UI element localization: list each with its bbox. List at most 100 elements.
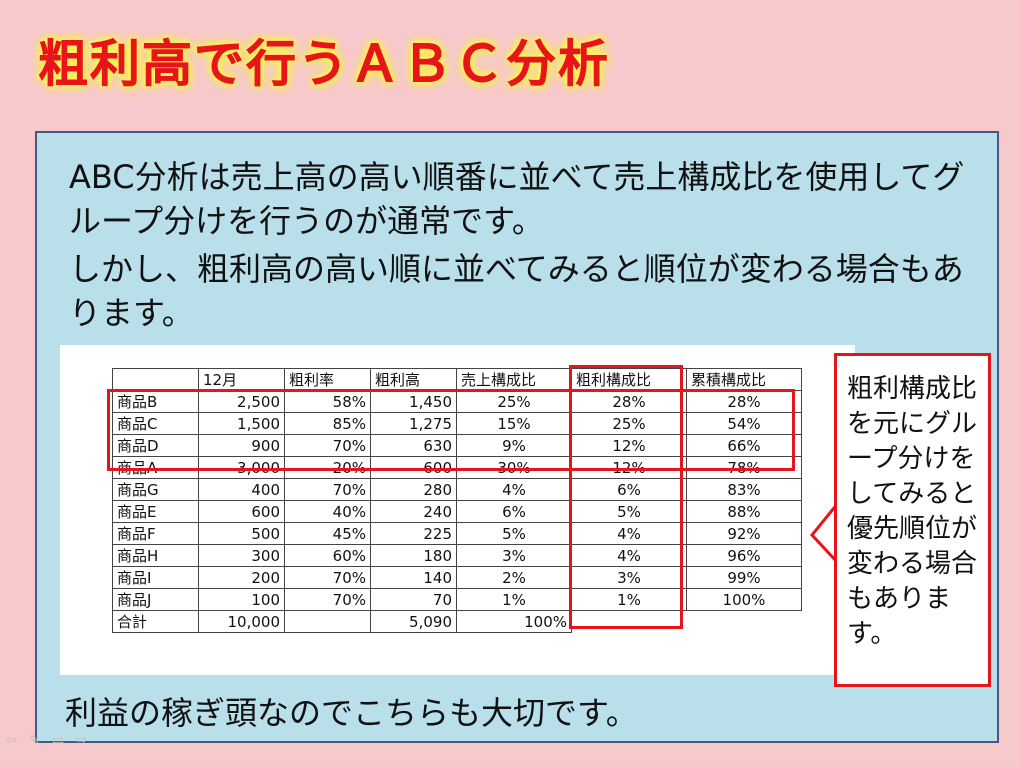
cumulative-ratio-cell: 96% — [686, 544, 802, 567]
slideshow-controls: ⇦ ✎ ▭ ⇨ — [6, 733, 87, 748]
margin-rate-cell: 85% — [284, 412, 371, 435]
product-name-cell: 商品E — [112, 500, 199, 523]
table-row: 商品G 400 70% 280 4% 6% 83% — [112, 478, 802, 501]
margin-rate-cell: 70% — [284, 588, 371, 611]
cumulative-ratio-cell: 88% — [686, 500, 802, 523]
profit-ratio-cell: 1% — [571, 588, 687, 611]
sales-ratio-cell: 3% — [456, 544, 572, 567]
sales-value-cell: 600 — [198, 500, 285, 523]
product-name-cell: 商品I — [112, 566, 199, 589]
total-row: 合計 10,000 5,090 100% — [112, 610, 802, 633]
table-row: 商品J 100 70% 70 1% 1% 100% — [112, 588, 802, 611]
margin-rate-cell: 70% — [284, 566, 371, 589]
gross-profit-cell: 630 — [370, 434, 457, 457]
content-panel: ABC分析は売上高の高い順番に並べて売上構成比を使用してグループ分けを行うのが通… — [35, 131, 999, 743]
gross-profit-cell: 180 — [370, 544, 457, 567]
product-name-cell: 商品B — [112, 390, 199, 413]
sales-value-cell: 100 — [198, 588, 285, 611]
callout-note: 粗利構成比を元にグループ分けをしてみると優先順位が変わる場合もあります。 — [834, 353, 991, 687]
margin-rate-cell: 60% — [284, 544, 371, 567]
sales-value-cell: 300 — [198, 544, 285, 567]
total-label: 合計 — [112, 610, 199, 633]
gross-profit-cell: 70 — [370, 588, 457, 611]
prev-arrow-icon[interactable]: ⇦ — [6, 733, 17, 748]
product-name-cell: 商品D — [112, 434, 199, 457]
gross-profit-cell: 1,450 — [370, 390, 457, 413]
cumulative-ratio-cell: 28% — [686, 390, 802, 413]
total-empty — [687, 611, 802, 633]
total-sales: 10,000 — [198, 610, 285, 633]
table-image: 12月 粗利率 粗利高 売上構成比 粗利構成比 累積構成比 商品B 2,500 58… — [60, 345, 855, 675]
cumulative-ratio-cell: 99% — [686, 566, 802, 589]
product-name-cell: 商品F — [112, 522, 199, 545]
cumulative-ratio-cell: 92% — [686, 522, 802, 545]
sales-value-cell: 1,500 — [198, 412, 285, 435]
product-name-cell: 商品C — [112, 412, 199, 435]
sales-ratio-cell: 2% — [456, 566, 572, 589]
sales-ratio-cell: 5% — [456, 522, 572, 545]
total-sales-ratio: 100% — [456, 610, 572, 633]
gross-profit-cell: 600 — [370, 456, 457, 479]
profit-ratio-cell: 4% — [571, 544, 687, 567]
cumulative-ratio-cell: 54% — [686, 412, 802, 435]
pen-icon[interactable]: ✎ — [28, 733, 40, 748]
gross-profit-cell: 1,275 — [370, 412, 457, 435]
profit-ratio-cell: 3% — [571, 566, 687, 589]
header-cell-margin-rate: 粗利率 — [284, 368, 371, 391]
cumulative-ratio-cell: 78% — [686, 456, 802, 479]
sales-value-cell: 900 — [198, 434, 285, 457]
menu-icon[interactable]: ▭ — [51, 733, 65, 748]
margin-rate-cell: 70% — [284, 478, 371, 501]
profit-ratio-cell: 25% — [571, 412, 687, 435]
sales-ratio-cell: 9% — [456, 434, 572, 457]
total-margin-rate — [284, 610, 371, 633]
sales-ratio-cell: 25% — [456, 390, 572, 413]
gross-profit-cell: 225 — [370, 522, 457, 545]
table-row: 商品A 3,000 20% 600 30% 12% 78% — [112, 456, 802, 479]
gross-profit-cell: 140 — [370, 566, 457, 589]
table-row: 商品C 1,500 85% 1,275 15% 25% 54% — [112, 412, 802, 435]
profit-ratio-cell: 6% — [571, 478, 687, 501]
next-arrow-icon[interactable]: ⇨ — [76, 733, 88, 748]
sales-ratio-cell: 6% — [456, 500, 572, 523]
table-row: 商品H 300 60% 180 3% 4% 96% — [112, 544, 802, 567]
sales-ratio-cell: 4% — [456, 478, 572, 501]
intro-paragraph-2: しかし、粗利高の高い順に並べてみると順位が変わる場合もあります。 — [69, 250, 964, 332]
profit-ratio-cell: 12% — [571, 434, 687, 457]
table-header-row: 12月 粗利率 粗利高 売上構成比 粗利構成比 累積構成比 — [112, 368, 802, 391]
profit-ratio-cell: 5% — [571, 500, 687, 523]
header-cell-cumulative: 累積構成比 — [686, 368, 802, 391]
table-row: 商品D 900 70% 630 9% 12% 66% — [112, 434, 802, 457]
slide-title: 粗利高で行うＡＢＣ分析 — [38, 35, 610, 94]
profit-ratio-cell: 4% — [571, 522, 687, 545]
sales-ratio-cell: 30% — [456, 456, 572, 479]
product-name-cell: 商品J — [112, 588, 199, 611]
product-name-cell: 商品G — [112, 478, 199, 501]
sales-ratio-cell: 1% — [456, 588, 572, 611]
product-name-cell: 商品H — [112, 544, 199, 567]
sales-value-cell: 400 — [198, 478, 285, 501]
intro-text: ABC分析は売上高の高い順番に並べて売上構成比を使用してグループ分けを行うのが通… — [69, 155, 984, 335]
header-cell-gross-profit: 粗利高 — [370, 368, 457, 391]
table-row: 商品B 2,500 58% 1,450 25% 28% 28% — [112, 390, 802, 413]
margin-rate-cell: 40% — [284, 500, 371, 523]
cumulative-ratio-cell: 100% — [686, 588, 802, 611]
header-cell-sales-ratio: 売上構成比 — [456, 368, 572, 391]
gross-profit-cell: 240 — [370, 500, 457, 523]
table-row: 商品I 200 70% 140 2% 3% 99% — [112, 566, 802, 589]
sales-value-cell: 500 — [198, 522, 285, 545]
table-row: 商品E 600 40% 240 6% 5% 88% — [112, 500, 802, 523]
product-name-cell: 商品A — [112, 456, 199, 479]
margin-rate-cell: 70% — [284, 434, 371, 457]
margin-rate-cell: 20% — [284, 456, 371, 479]
margin-rate-cell: 45% — [284, 522, 371, 545]
total-empty — [572, 611, 687, 633]
cumulative-ratio-cell: 83% — [686, 478, 802, 501]
sales-value-cell: 3,000 — [198, 456, 285, 479]
sales-value-cell: 200 — [198, 566, 285, 589]
profit-ratio-cell: 12% — [571, 456, 687, 479]
table-row: 商品F 500 45% 225 5% 4% 92% — [112, 522, 802, 545]
sales-value-cell: 2,500 — [198, 390, 285, 413]
intro-paragraph-1: ABC分析は売上高の高い順番に並べて売上構成比を使用してグループ分けを行うのが通… — [69, 158, 965, 240]
gross-profit-table: 12月 粗利率 粗利高 売上構成比 粗利構成比 累積構成比 商品B 2,500 58… — [112, 368, 802, 633]
